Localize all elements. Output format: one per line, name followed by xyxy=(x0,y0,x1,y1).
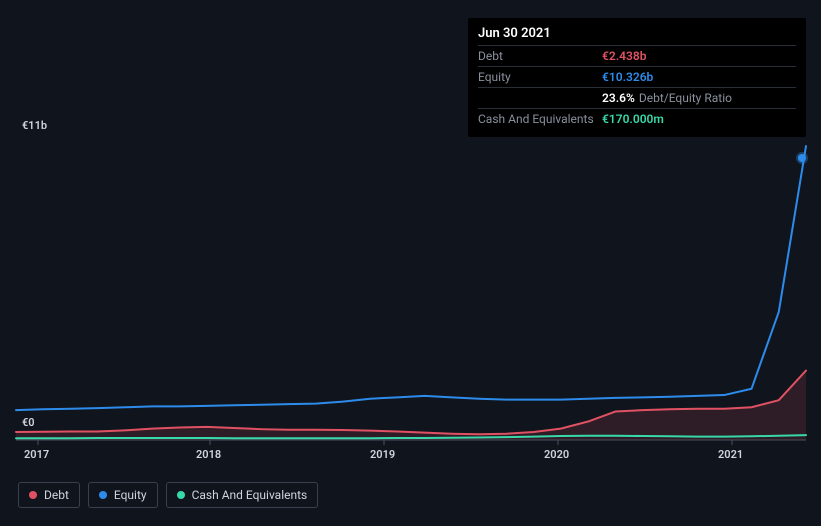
tooltip-row-value: 23.6% xyxy=(602,91,635,105)
x-tick-label: 2017 xyxy=(24,448,49,461)
tooltip-row: Cash And Equivalents€170.000m xyxy=(478,108,796,129)
y-tick-label: €11b xyxy=(22,119,47,132)
legend-swatch-debt xyxy=(29,491,37,499)
y-tick-label: €0 xyxy=(22,416,35,429)
tooltip-row: 23.6% Debt/Equity Ratio xyxy=(478,87,796,108)
chart-tooltip: Jun 30 2021 Debt€2.438bEquity€10.326b23.… xyxy=(468,18,806,137)
tooltip-date: Jun 30 2021 xyxy=(478,24,796,45)
x-tick-label: 2021 xyxy=(718,448,743,461)
legend-item-equity[interactable]: Equity xyxy=(88,482,158,508)
hover-point-marker xyxy=(798,154,806,162)
tooltip-row-label: Equity xyxy=(478,70,602,84)
tooltip-row: Debt€2.438b xyxy=(478,45,796,66)
legend-item-cash[interactable]: Cash And Equivalents xyxy=(166,482,319,508)
x-tick-label: 2019 xyxy=(370,448,395,461)
tooltip-row-value: €170.000m xyxy=(602,112,664,126)
legend-swatch-equity xyxy=(99,491,107,499)
x-tick-label: 2018 xyxy=(196,448,221,461)
legend-swatch-cash xyxy=(177,491,185,499)
legend-label: Debt xyxy=(44,488,69,502)
tooltip-row-value: €2.438b xyxy=(602,49,646,63)
x-tick-label: 2020 xyxy=(544,448,569,461)
legend-label: Equity xyxy=(114,488,147,502)
tooltip-row: Equity€10.326b xyxy=(478,66,796,87)
tooltip-row-label: Debt xyxy=(478,49,602,63)
legend-item-debt[interactable]: Debt xyxy=(18,482,80,508)
chart-legend: Debt Equity Cash And Equivalents xyxy=(18,482,318,508)
tooltip-row-suffix: Debt/Equity Ratio xyxy=(639,91,732,105)
tooltip-row-value: €10.326b xyxy=(602,70,653,84)
tooltip-row-label xyxy=(478,91,602,105)
legend-label: Cash And Equivalents xyxy=(192,488,308,502)
tooltip-row-label: Cash And Equivalents xyxy=(478,112,602,126)
debt-equity-cash-chart: €11b €0 2017 2018 2019 2020 2021 Jun 30 2021… xyxy=(0,0,821,526)
